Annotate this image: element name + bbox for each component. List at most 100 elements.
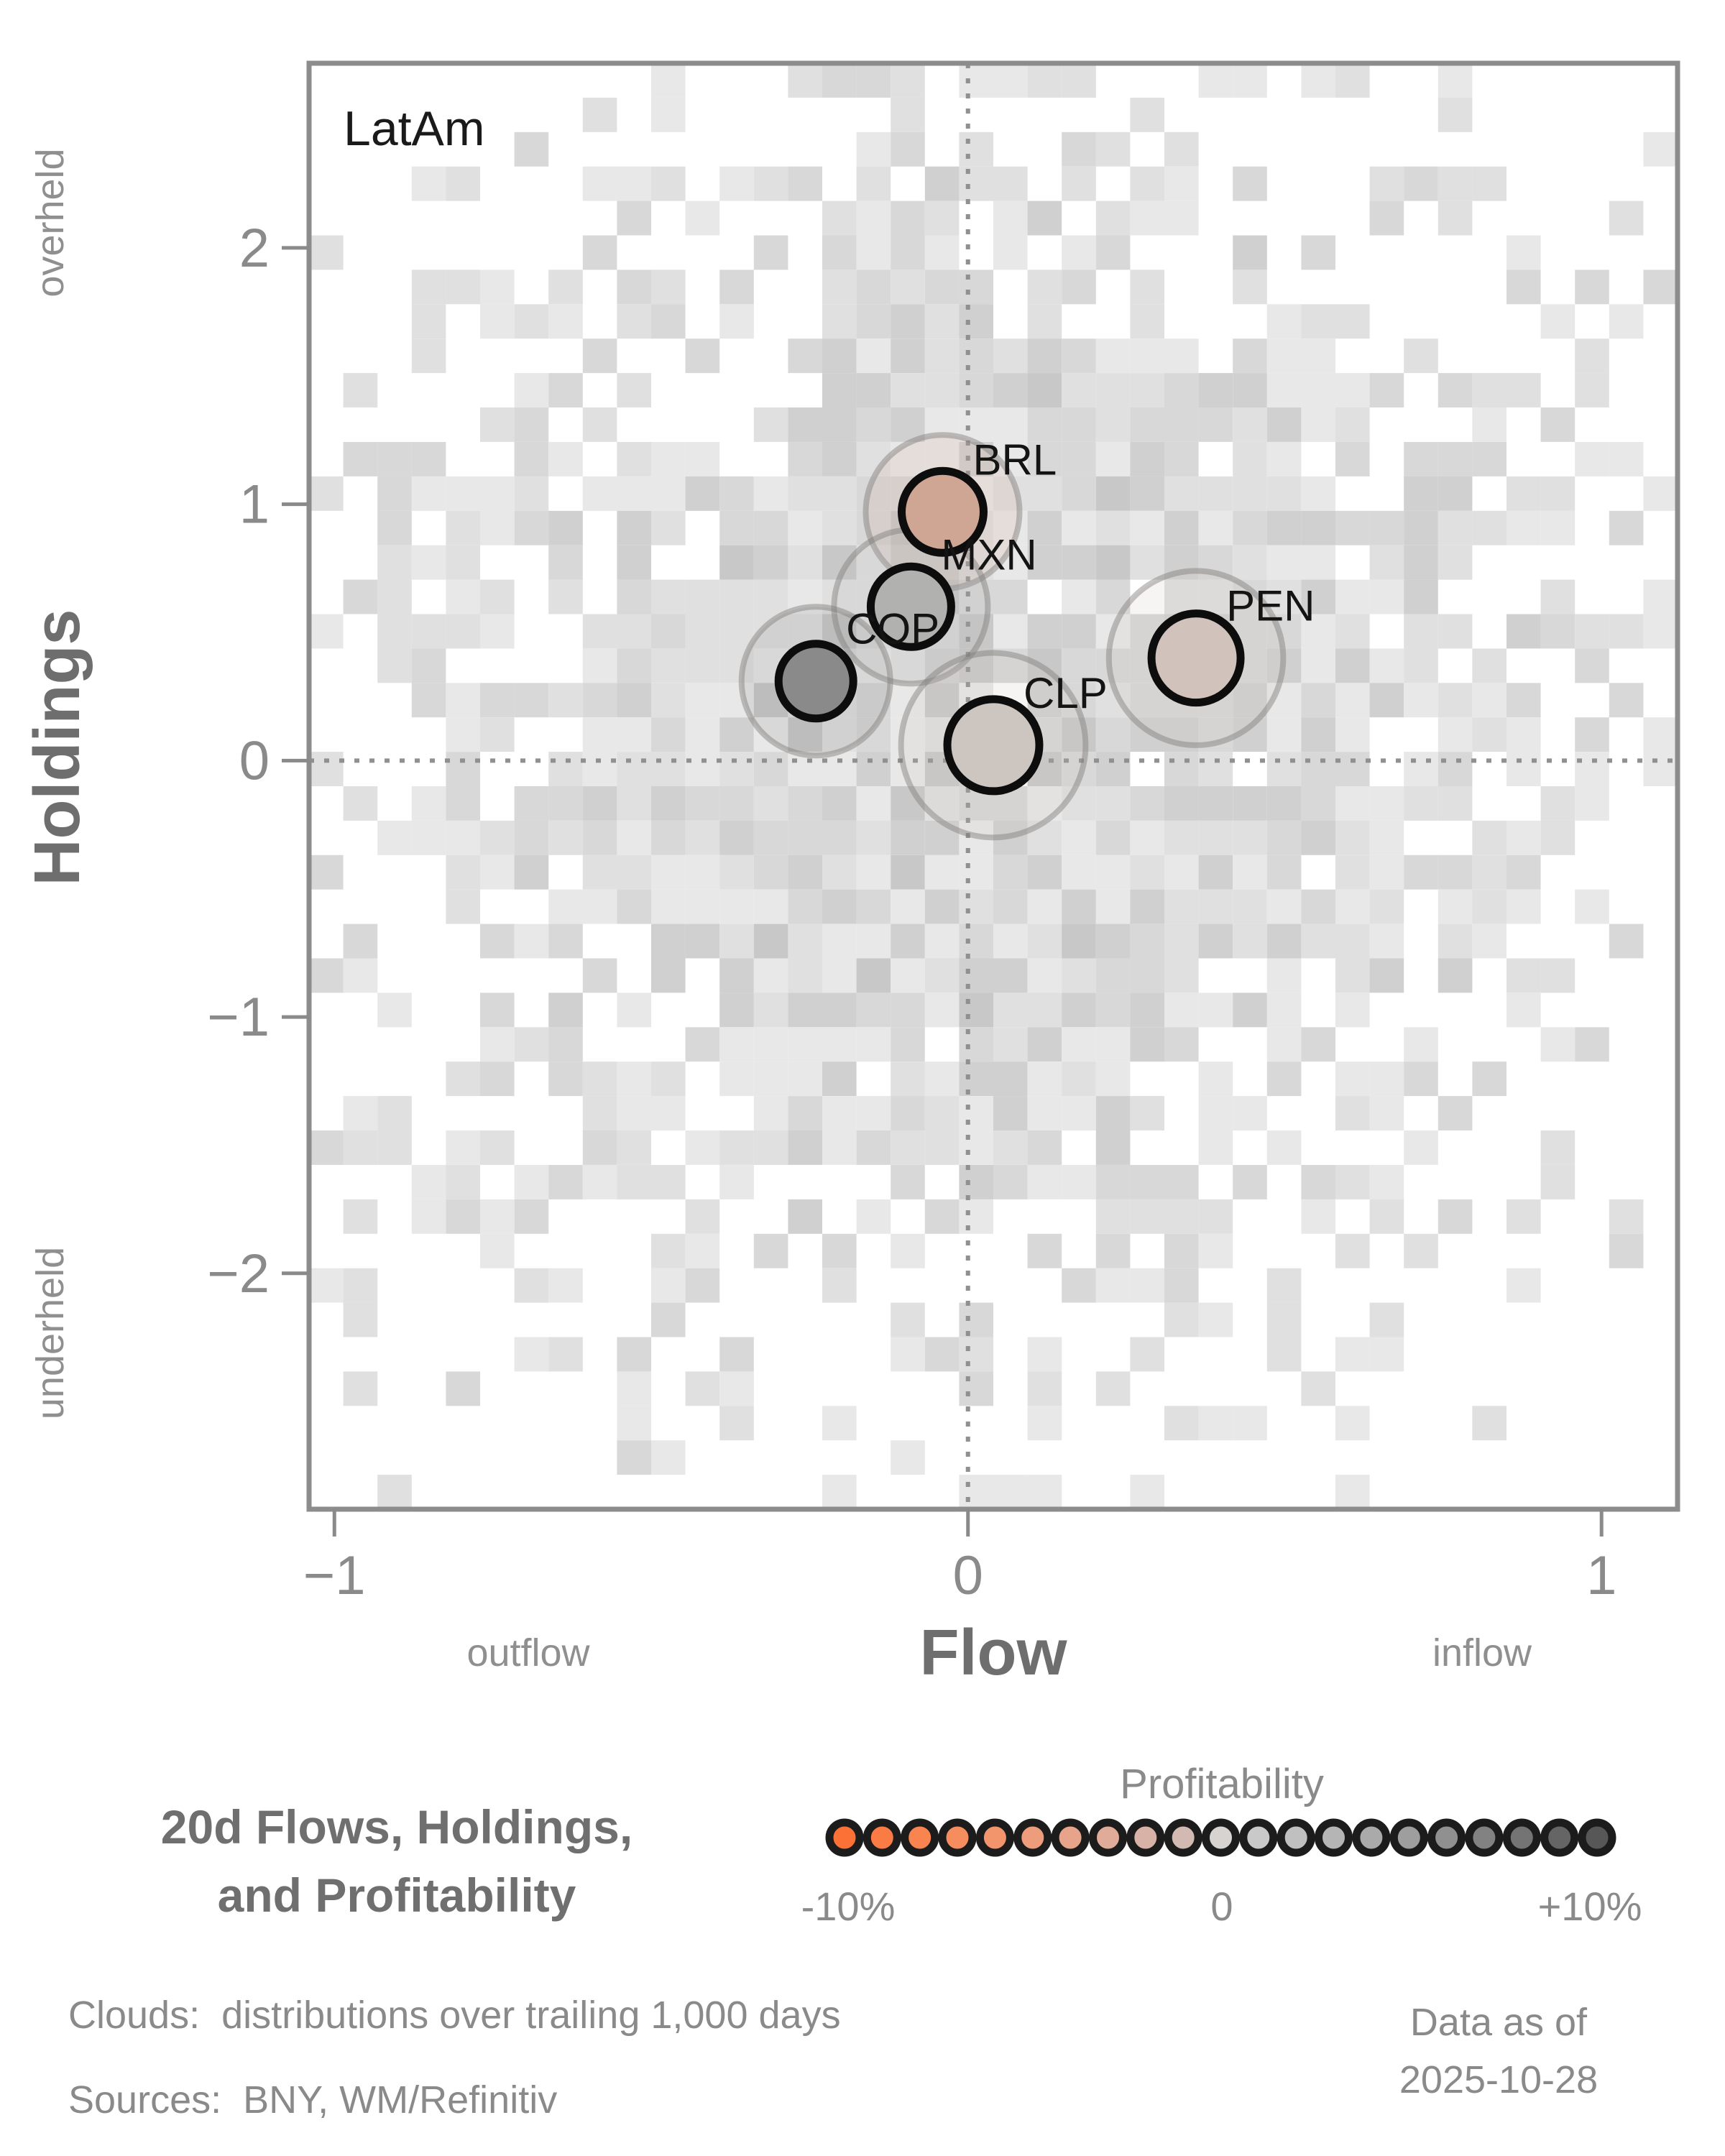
histogram-cell bbox=[1369, 1302, 1404, 1337]
histogram-cell bbox=[1095, 1061, 1131, 1097]
histogram-cell bbox=[548, 992, 583, 1028]
histogram-cell bbox=[993, 442, 1028, 476]
histogram-cell bbox=[309, 476, 344, 511]
background-histogram bbox=[309, 63, 1678, 1509]
histogram-cell bbox=[1130, 545, 1164, 580]
plot-border bbox=[306, 60, 1680, 1512]
histogram-cell bbox=[582, 1061, 617, 1097]
histogram-cell bbox=[617, 510, 651, 545]
histogram-cell bbox=[1301, 752, 1335, 786]
legend-swatch-7 bbox=[1089, 1818, 1127, 1857]
histogram-cell bbox=[924, 201, 960, 236]
histogram-cell bbox=[1335, 579, 1370, 614]
histogram-cell bbox=[377, 476, 412, 511]
histogram-cell bbox=[1233, 717, 1267, 752]
histogram-cell bbox=[891, 854, 925, 890]
histogram-cell bbox=[788, 407, 822, 442]
histogram-cell bbox=[1130, 201, 1164, 236]
histogram-cell bbox=[1266, 373, 1302, 407]
histogram-cell bbox=[617, 820, 651, 855]
histogram-cell bbox=[1062, 614, 1096, 649]
histogram-cell bbox=[753, 752, 788, 786]
histogram-cell bbox=[856, 752, 891, 786]
histogram-cell bbox=[1027, 683, 1062, 718]
histogram-cell bbox=[1369, 373, 1404, 407]
footer-clouds-note: Clouds: distributions over trailing 1,00… bbox=[68, 1994, 841, 2037]
histogram-cell bbox=[1575, 889, 1609, 924]
legend-mid-label: 0 bbox=[1210, 1884, 1233, 1929]
histogram-cell bbox=[411, 270, 446, 305]
histogram-cell bbox=[719, 1337, 754, 1372]
histogram-cell bbox=[1095, 752, 1131, 786]
legend-swatch-12 bbox=[1276, 1818, 1315, 1857]
histogram-cell bbox=[822, 63, 857, 98]
histogram-cell bbox=[1130, 889, 1164, 924]
marker-BRL bbox=[897, 466, 988, 557]
histogram-cell bbox=[1095, 1027, 1131, 1062]
histogram-cell bbox=[856, 235, 891, 270]
histogram-cell bbox=[343, 1371, 378, 1406]
histogram-cell bbox=[1198, 545, 1233, 580]
histogram-cell bbox=[411, 166, 446, 201]
histogram-cell bbox=[1369, 545, 1404, 580]
histogram-cell bbox=[1335, 820, 1370, 855]
histogram-cell bbox=[1575, 717, 1609, 752]
histogram-cell bbox=[1130, 786, 1164, 821]
histogram-cell bbox=[1062, 235, 1096, 270]
histogram-cell bbox=[1540, 820, 1576, 855]
histogram-cell bbox=[1198, 1302, 1233, 1337]
histogram-cell bbox=[1095, 683, 1131, 718]
histogram-cell bbox=[856, 786, 891, 821]
histogram-cell bbox=[1369, 1061, 1404, 1097]
histogram-cell bbox=[788, 442, 822, 476]
histogram-cell bbox=[891, 752, 925, 786]
histogram-cell bbox=[1095, 1233, 1131, 1268]
histogram-cell bbox=[685, 1371, 720, 1406]
histogram-cell bbox=[1506, 235, 1541, 270]
histogram-cell bbox=[753, 717, 788, 752]
histogram-cell bbox=[891, 683, 925, 718]
histogram-cell bbox=[891, 923, 925, 959]
histogram-cell bbox=[582, 166, 617, 201]
legend-swatch-18 bbox=[1502, 1818, 1541, 1857]
histogram-cell bbox=[480, 1061, 515, 1097]
histogram-cell bbox=[1438, 63, 1473, 98]
histogram-cell bbox=[1506, 1199, 1541, 1234]
histogram-cell bbox=[1438, 1199, 1473, 1234]
histogram-cell bbox=[719, 545, 754, 580]
histogram-cell bbox=[1095, 442, 1131, 476]
histogram-cell bbox=[685, 683, 720, 718]
histogram-cell bbox=[377, 992, 412, 1028]
legend-swatch-9 bbox=[1164, 1818, 1202, 1857]
histogram-cell bbox=[651, 854, 686, 890]
histogram-cell bbox=[753, 992, 788, 1028]
histogram-cell bbox=[822, 1061, 857, 1097]
histogram-cell bbox=[1027, 1371, 1062, 1406]
histogram-cell bbox=[1335, 854, 1370, 890]
marker-MXN bbox=[866, 562, 955, 651]
histogram-cell bbox=[1301, 1165, 1335, 1199]
histogram-cell bbox=[1575, 338, 1609, 374]
histogram-cell bbox=[1472, 407, 1506, 442]
histogram-cell bbox=[377, 1096, 412, 1130]
histogram-cell bbox=[753, 579, 788, 614]
histogram-cell bbox=[377, 1475, 412, 1509]
histogram-cell bbox=[1027, 1061, 1062, 1097]
histogram-cell bbox=[617, 1061, 651, 1097]
histogram-cell bbox=[411, 683, 446, 718]
histogram-cell bbox=[1540, 1165, 1576, 1199]
histogram-cell bbox=[753, 820, 788, 855]
x-sub-label-right: inflow bbox=[1432, 1631, 1532, 1674]
histogram-cell bbox=[446, 1061, 480, 1097]
histogram-cell bbox=[822, 1027, 857, 1062]
histogram-cell bbox=[1095, 889, 1131, 924]
histogram-cell bbox=[1062, 786, 1096, 821]
histogram-cell bbox=[1540, 1130, 1576, 1165]
histogram-cell bbox=[1233, 338, 1267, 374]
histogram-cell bbox=[651, 786, 686, 821]
histogram-cell bbox=[1404, 614, 1438, 649]
histogram-cell bbox=[582, 1096, 617, 1130]
caption-line-2: and Profitability bbox=[218, 1869, 576, 1922]
x-axis-label: Flow bbox=[920, 1617, 1068, 1689]
